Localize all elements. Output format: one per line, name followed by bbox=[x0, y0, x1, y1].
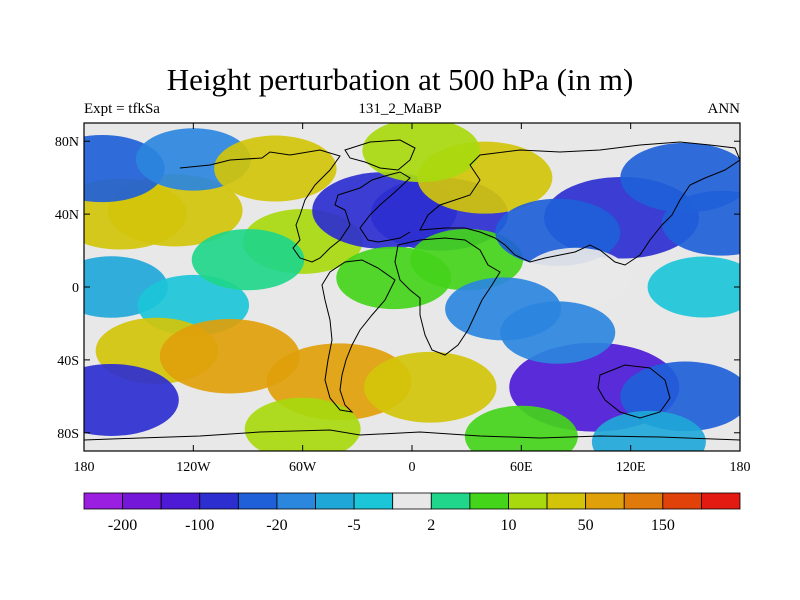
colorbar-swatch bbox=[623, 492, 664, 510]
colorbar-swatch bbox=[160, 492, 201, 510]
field-cell bbox=[191, 229, 305, 291]
colorbar-label: -100 bbox=[185, 517, 214, 534]
field-cell bbox=[363, 351, 497, 423]
field-cell bbox=[244, 397, 361, 451]
field-cell bbox=[410, 228, 524, 291]
coast-greenland bbox=[344, 139, 416, 171]
field-cell bbox=[214, 135, 337, 202]
field-cell bbox=[159, 319, 300, 394]
y-tick-label: 40N bbox=[55, 208, 79, 223]
x-tick-label: 60W bbox=[289, 460, 317, 475]
x-tick-label: 60E bbox=[510, 460, 533, 475]
colorbar-label: 150 bbox=[651, 517, 675, 534]
coast-australia bbox=[597, 364, 671, 419]
field-cell bbox=[84, 363, 179, 436]
chart-title: Height perturbation at 500 hPa (in m) bbox=[166, 62, 634, 97]
colorbar-swatch bbox=[199, 492, 239, 510]
y-tick-label: 40S bbox=[57, 354, 79, 369]
field-cell bbox=[464, 405, 578, 451]
colorbar-swatch bbox=[122, 492, 162, 510]
colorbar-swatch bbox=[430, 492, 471, 510]
colorbar-swatch bbox=[315, 492, 355, 510]
x-tick-label: 120W bbox=[176, 460, 211, 475]
contour-field bbox=[84, 123, 740, 451]
field-cell bbox=[661, 190, 740, 256]
coast-africa bbox=[394, 237, 501, 356]
colorbar-swatch bbox=[662, 492, 702, 510]
colorbar-swatch bbox=[546, 492, 587, 510]
x-tick-label: 180 bbox=[74, 460, 95, 475]
case-label: 131_2_MaBP bbox=[358, 101, 442, 117]
colorbar-swatch bbox=[469, 492, 509, 510]
colorbar-swatch bbox=[83, 492, 123, 510]
y-tick-label: 0 bbox=[72, 281, 79, 296]
coast-eurasia bbox=[419, 141, 740, 266]
coast-antarctica bbox=[84, 429, 740, 441]
y-tick-label: 80N bbox=[55, 135, 79, 150]
colorbar-label: 10 bbox=[500, 517, 516, 534]
colorbar-swatch bbox=[701, 492, 741, 510]
coast-south-america bbox=[321, 259, 396, 413]
field-cell bbox=[445, 277, 562, 341]
coastline bbox=[84, 139, 740, 441]
colorbar-label: -5 bbox=[347, 517, 360, 534]
colorbar-swatch bbox=[392, 492, 432, 510]
x-tick-label: 180 bbox=[730, 460, 751, 475]
colorbar-label: -200 bbox=[108, 517, 137, 534]
colorbar-label: 2 bbox=[427, 517, 435, 534]
colorbar-swatch bbox=[508, 492, 548, 510]
y-tick-label: 80S bbox=[57, 427, 79, 442]
field-cell bbox=[362, 123, 480, 183]
colorbar-swatch bbox=[276, 492, 316, 510]
x-tick-label: 120E bbox=[616, 460, 646, 475]
field-cell bbox=[647, 256, 740, 318]
colorbar-swatch bbox=[585, 492, 625, 510]
colorbar: -200 -100 -20 -5 2 10 50 150 bbox=[83, 492, 741, 534]
season-label: ANN bbox=[707, 101, 741, 117]
colorbar-label: 50 bbox=[578, 517, 594, 534]
coast-north-america bbox=[179, 149, 411, 263]
x-tick-label: 0 bbox=[409, 460, 416, 475]
axes: 180 120W 60W 0 60E 120E 180 80N 40N 0 40S 80S bbox=[55, 123, 751, 475]
colorbar-swatch bbox=[237, 492, 278, 510]
colorbar-label: -20 bbox=[266, 517, 287, 534]
experiment-label: Expt = tfkSa bbox=[84, 101, 160, 117]
colorbar-swatch bbox=[353, 492, 394, 510]
field-cell bbox=[591, 410, 706, 451]
